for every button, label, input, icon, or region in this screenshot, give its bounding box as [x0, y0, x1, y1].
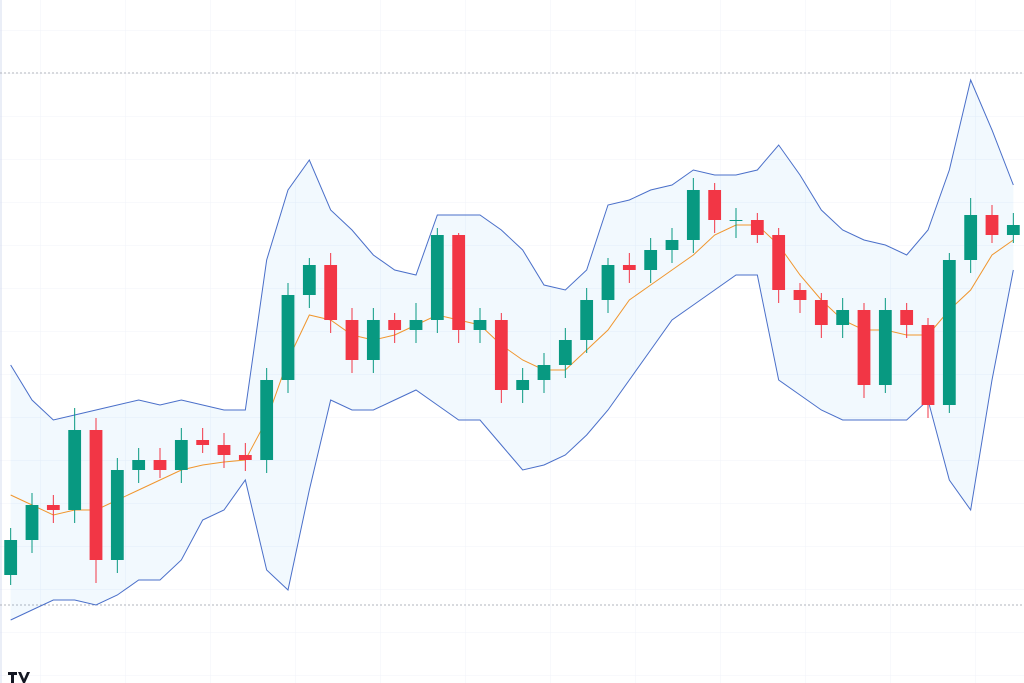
- candle-body: [153, 460, 167, 470]
- band-lower: [10, 269, 1014, 621]
- candle-body: [729, 220, 743, 221]
- candle-body: [622, 265, 636, 270]
- candle-body: [857, 310, 871, 385]
- candle-body: [324, 265, 338, 320]
- candle-body: [260, 380, 274, 460]
- candle-body: [878, 310, 892, 385]
- candle-body: [601, 265, 615, 300]
- candle-body: [814, 300, 828, 325]
- candle-body: [516, 380, 530, 390]
- candle-body: [644, 250, 658, 270]
- candle-body: [772, 235, 786, 290]
- candle-body: [409, 320, 423, 330]
- candle-body: [793, 290, 807, 300]
- candle-body: [430, 235, 444, 320]
- candle-body: [580, 300, 594, 340]
- candle-body: [750, 220, 764, 235]
- candle-body: [942, 260, 956, 405]
- candle-body: [132, 460, 146, 470]
- candle-body: [708, 190, 722, 220]
- candle-body: [665, 240, 679, 250]
- band-fill: [10, 80, 1014, 620]
- candle-body: [686, 190, 700, 240]
- candle-body: [89, 430, 103, 560]
- candle-body: [473, 320, 487, 330]
- candle-body: [46, 505, 60, 510]
- candle-body: [302, 265, 316, 295]
- candle-body: [558, 340, 572, 365]
- candle-body: [174, 440, 188, 470]
- band-upper: [10, 78, 1014, 421]
- candle-body: [836, 310, 850, 325]
- candle-body: [921, 325, 935, 405]
- candle-body: [217, 445, 231, 455]
- candle-body: [537, 365, 551, 380]
- candle-body: [366, 320, 380, 360]
- candle-body: [281, 295, 295, 380]
- candle-body: [25, 505, 39, 540]
- candle-body: [196, 440, 210, 445]
- candle-body: [452, 235, 466, 330]
- candle-body: [900, 310, 914, 325]
- candle-body: [110, 470, 124, 560]
- candle-body: [238, 455, 252, 460]
- logo: [8, 672, 30, 683]
- candle-body: [4, 540, 18, 575]
- candle-body: [68, 430, 82, 510]
- candle-body: [388, 320, 402, 330]
- candle-body: [345, 320, 359, 360]
- candle-body: [964, 215, 978, 260]
- candle-body: [494, 320, 508, 390]
- candle-body: [985, 215, 999, 235]
- candle-body: [1006, 225, 1020, 235]
